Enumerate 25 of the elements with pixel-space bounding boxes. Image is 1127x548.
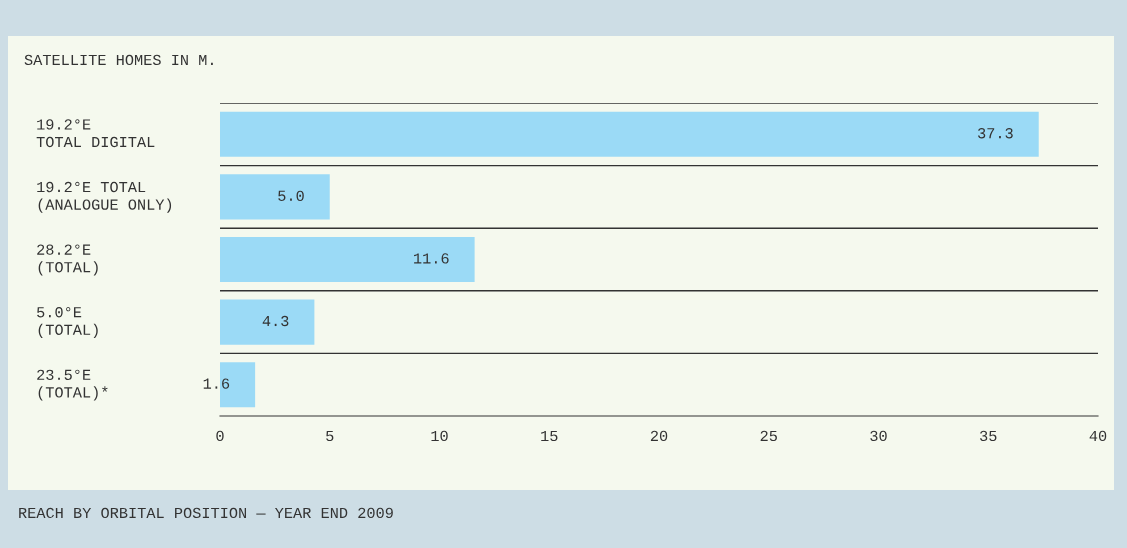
y-tick-label: 23.5°E (TOTAL)* <box>37 369 108 401</box>
y-tick-label: 19.2°E TOTAL (ANALOGUE ONLY) <box>37 181 172 213</box>
x-tick-label: 5 <box>326 430 334 442</box>
bar <box>220 299 315 345</box>
data-label: 5.0 <box>278 190 304 201</box>
data-label: 37.3 <box>978 128 1013 139</box>
x-tick-label: 40 <box>1089 430 1107 442</box>
x-tick-label: 25 <box>760 430 777 442</box>
y-tick-label: 28.2°E (TOTAL) <box>37 244 98 276</box>
data-label: 11.6 <box>414 253 449 264</box>
text: REACH BY ORBITAL POSITION — YEAR END 2009 <box>19 507 393 519</box>
bar <box>220 111 1039 157</box>
bar <box>220 236 475 283</box>
data-label: 4.3 <box>262 315 289 327</box>
y-tick-label: 5.0°E (TOTAL) <box>37 307 98 338</box>
x-tick-label: 30 <box>870 430 887 442</box>
y-tick-label: 19.2°E TOTAL DIGITAL <box>36 119 155 148</box>
x-tick-label: 20 <box>650 430 668 442</box>
x-tick-label: 0 <box>216 430 224 442</box>
data-label: 1.6 <box>203 378 230 389</box>
x-tick-label: 10 <box>431 430 448 442</box>
bar <box>220 174 330 220</box>
x-tick-label: 15 <box>541 430 558 442</box>
x-tick-label: 35 <box>980 430 997 442</box>
chart-title: SATELLITE HOMES IN M. <box>24 54 213 66</box>
